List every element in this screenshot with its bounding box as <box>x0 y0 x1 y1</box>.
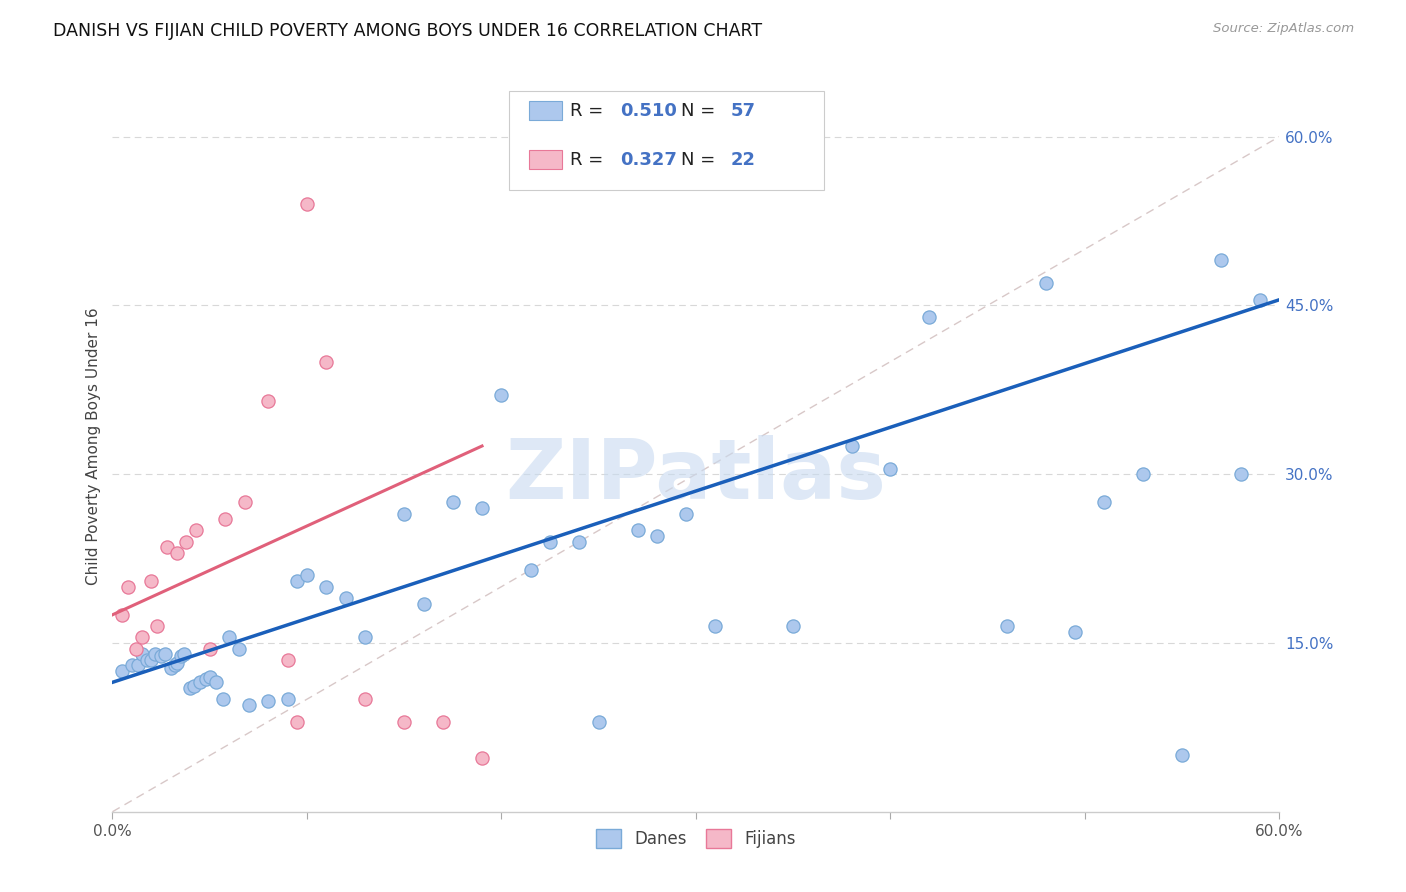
Point <box>212 692 235 706</box>
Text: 0.327: 0.327 <box>620 151 678 169</box>
Point <box>228 641 250 656</box>
Point <box>568 534 591 549</box>
Point <box>1209 253 1232 268</box>
Point <box>141 653 163 667</box>
Text: N =: N = <box>681 102 721 120</box>
Point <box>141 574 163 588</box>
Point <box>491 388 513 402</box>
Bar <box>529 151 562 169</box>
Point <box>218 630 240 644</box>
Point <box>233 495 256 509</box>
Point <box>143 647 166 661</box>
Point <box>918 310 941 324</box>
Point <box>179 681 201 695</box>
Point <box>163 658 186 673</box>
Text: ZIPatlas: ZIPatlas <box>506 434 886 516</box>
Point <box>1094 495 1116 509</box>
Text: DANISH VS FIJIAN CHILD POVERTY AMONG BOYS UNDER 16 CORRELATION CHART: DANISH VS FIJIAN CHILD POVERTY AMONG BOY… <box>53 22 762 40</box>
Point <box>194 672 217 686</box>
Point <box>121 658 143 673</box>
Point <box>166 656 188 670</box>
Point <box>1064 624 1087 639</box>
Point <box>183 679 205 693</box>
Point <box>111 664 134 678</box>
Point <box>160 661 183 675</box>
Point <box>153 647 176 661</box>
Point <box>675 507 697 521</box>
Text: R =: R = <box>569 151 609 169</box>
Point <box>1132 467 1154 482</box>
Point <box>117 580 139 594</box>
Point <box>394 507 416 521</box>
Point <box>176 534 198 549</box>
Point <box>1035 276 1057 290</box>
Point <box>354 692 377 706</box>
Text: 22: 22 <box>731 151 756 169</box>
Point <box>285 714 308 729</box>
Point <box>538 534 561 549</box>
Point <box>879 461 901 475</box>
Point <box>169 649 191 664</box>
Point <box>276 653 298 667</box>
Point <box>184 524 207 538</box>
Point <box>471 500 494 515</box>
Point <box>471 750 494 764</box>
Y-axis label: Child Poverty Among Boys Under 16: Child Poverty Among Boys Under 16 <box>86 307 101 585</box>
Point <box>335 591 357 605</box>
Point <box>214 512 236 526</box>
Point <box>841 439 863 453</box>
Text: Source: ZipAtlas.com: Source: ZipAtlas.com <box>1213 22 1354 36</box>
Point <box>315 354 337 368</box>
Point <box>627 524 650 538</box>
Point <box>394 714 416 729</box>
Point <box>127 658 149 673</box>
Bar <box>529 102 562 120</box>
Text: N =: N = <box>681 151 721 169</box>
Point <box>204 675 226 690</box>
Point <box>166 546 188 560</box>
Point <box>276 692 298 706</box>
Text: 0.510: 0.510 <box>620 102 678 120</box>
Point <box>1249 293 1271 307</box>
Point <box>285 574 308 588</box>
Point <box>441 495 464 509</box>
Text: R =: R = <box>569 102 609 120</box>
Point <box>198 641 221 656</box>
Text: 57: 57 <box>731 102 756 120</box>
Point <box>295 197 318 211</box>
Point <box>188 675 211 690</box>
Point <box>782 619 804 633</box>
Point <box>645 529 668 543</box>
Point <box>257 694 280 708</box>
Point <box>173 647 195 661</box>
Point <box>238 698 260 712</box>
Point <box>1229 467 1251 482</box>
Point <box>136 653 159 667</box>
Point <box>111 607 134 622</box>
Point <box>412 597 434 611</box>
Point <box>150 649 173 664</box>
Point <box>156 541 179 555</box>
Point <box>295 568 318 582</box>
Point <box>198 670 221 684</box>
Legend: Danes, Fijians: Danes, Fijians <box>589 822 803 855</box>
Point <box>588 714 610 729</box>
Point <box>131 630 153 644</box>
Point <box>131 647 153 661</box>
Point <box>354 630 377 644</box>
Point <box>315 580 337 594</box>
Point <box>995 619 1018 633</box>
Point <box>432 714 454 729</box>
Point <box>125 641 148 656</box>
Point <box>704 619 727 633</box>
Point <box>1171 748 1194 763</box>
Point <box>146 619 169 633</box>
FancyBboxPatch shape <box>509 91 824 190</box>
Point <box>257 394 280 409</box>
Point <box>519 563 541 577</box>
